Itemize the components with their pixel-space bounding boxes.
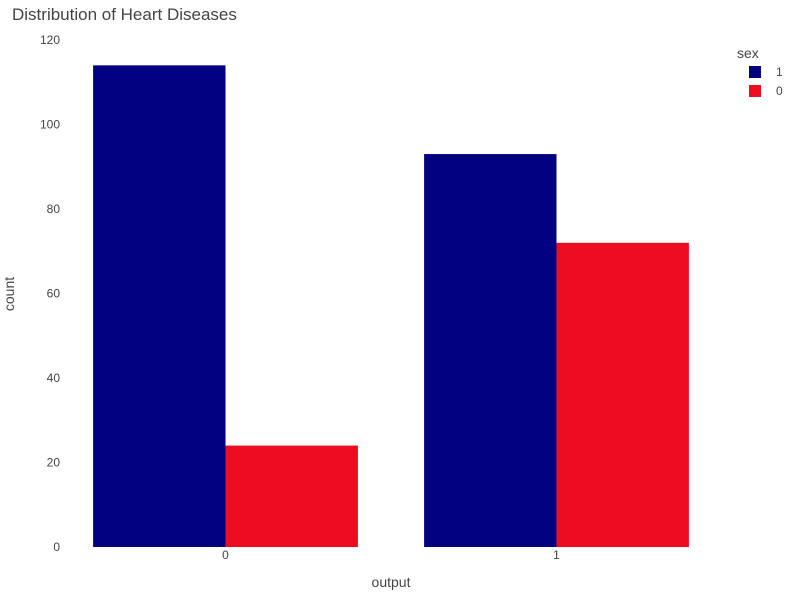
- y-tick-label: 80: [47, 202, 61, 216]
- bar-output-1-sex-0[interactable]: [556, 242, 689, 548]
- bar-output-0-sex-0[interactable]: [225, 445, 358, 547]
- plot-area: 0 20 40 60 80 100 120 0 1: [40, 33, 689, 562]
- y-tick-label: 120: [40, 33, 60, 47]
- bar-output-0-sex-1[interactable]: [93, 65, 226, 547]
- legend-label-1[interactable]: 1: [776, 65, 783, 79]
- y-tick-label: 40: [47, 371, 61, 385]
- y-tick-label: 20: [47, 456, 61, 470]
- legend-title: sex: [737, 45, 759, 61]
- bar-output-1-sex-1[interactable]: [424, 154, 557, 547]
- y-tick-label: 60: [47, 287, 61, 301]
- legend-label-0[interactable]: 0: [776, 84, 783, 98]
- chart-title: Distribution of Heart Diseases: [12, 5, 237, 24]
- y-tick-label: 0: [53, 540, 60, 554]
- legend: 10: [749, 65, 783, 98]
- legend-swatch-0[interactable]: [749, 85, 761, 97]
- legend-swatch-1[interactable]: [749, 66, 761, 78]
- y-tick-label: 100: [40, 118, 60, 132]
- x-axis-title: output: [372, 574, 411, 590]
- x-tick-label: 1: [553, 548, 560, 562]
- x-tick-label: 0: [222, 548, 229, 562]
- y-axis-title: count: [1, 277, 17, 311]
